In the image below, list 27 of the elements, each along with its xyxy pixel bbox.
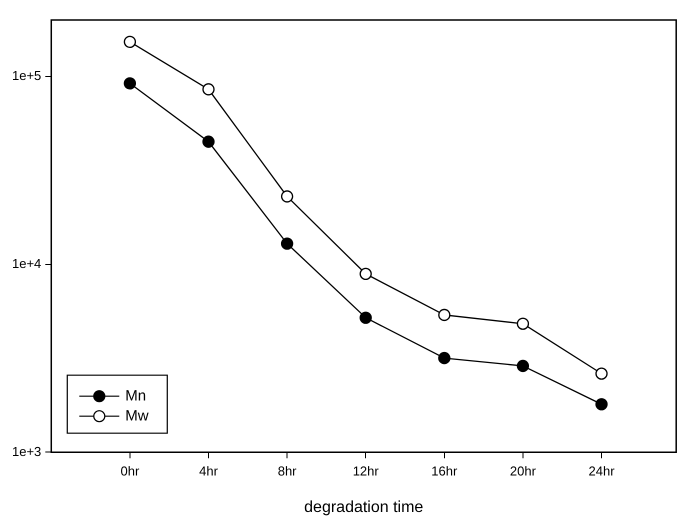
point bbox=[595, 398, 608, 410]
point bbox=[124, 77, 136, 90]
point bbox=[438, 352, 450, 364]
x-tick-label: 24hr bbox=[588, 464, 616, 479]
y-tick-label: 1e+4 bbox=[12, 256, 42, 271]
legend-label: Mw bbox=[125, 407, 149, 424]
x-tick-label: 4hr bbox=[199, 464, 219, 479]
x-tick-label: 8hr bbox=[278, 464, 298, 479]
point bbox=[516, 360, 530, 372]
point bbox=[595, 367, 608, 380]
point bbox=[280, 190, 294, 203]
x-tick-label: 16hr bbox=[431, 464, 458, 479]
point bbox=[280, 237, 294, 250]
point bbox=[360, 268, 372, 280]
x-tick-label: 12hr bbox=[352, 464, 380, 479]
x-axis-title: degradation time bbox=[304, 498, 424, 516]
point bbox=[516, 318, 530, 330]
x-tick-label: 0hr bbox=[120, 464, 140, 479]
y-tick-label: 1e+5 bbox=[12, 68, 42, 84]
point bbox=[124, 36, 136, 48]
point bbox=[360, 312, 372, 324]
y-tick-label: 1e+3 bbox=[12, 444, 42, 459]
legend-label: Mn bbox=[125, 387, 146, 404]
point bbox=[438, 308, 450, 322]
x-tick-label: 20hr bbox=[510, 464, 537, 479]
point bbox=[202, 83, 215, 96]
point bbox=[202, 136, 215, 148]
